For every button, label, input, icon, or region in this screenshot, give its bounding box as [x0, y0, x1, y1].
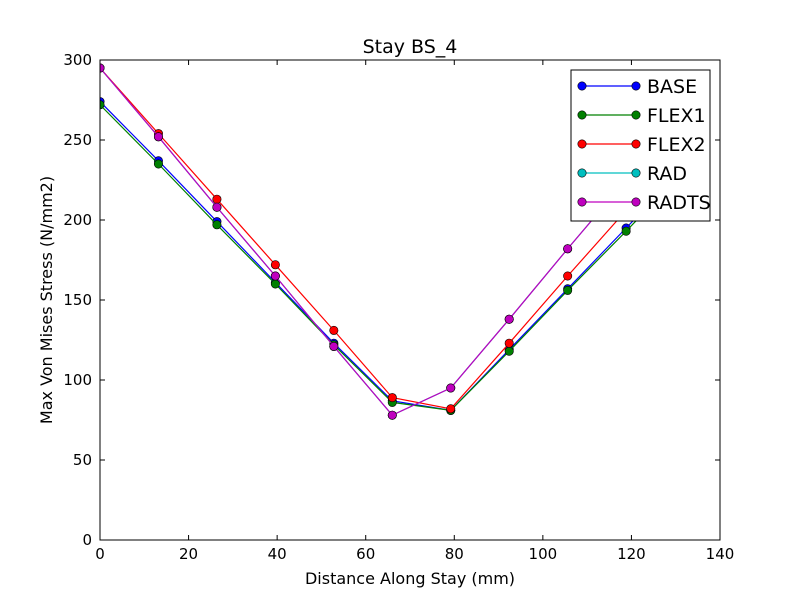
data-point-flex2 [329, 325, 339, 335]
data-point-flex1 [621, 226, 631, 236]
data-point-flex1 [504, 346, 514, 356]
data-point-flex1 [563, 285, 573, 295]
y-tick-label: 200 [63, 211, 92, 229]
data-point-flex2 [504, 338, 514, 348]
data-point-flex2 [563, 271, 573, 281]
legend-marker [631, 110, 641, 120]
data-point-flex1 [270, 279, 280, 289]
chart-title: Stay BS_4 [363, 36, 458, 58]
data-point-radts [212, 202, 222, 212]
data-point-flex2 [212, 194, 222, 204]
x-tick-label: 20 [179, 545, 198, 563]
data-point-radts [446, 383, 456, 393]
legend-label-radts: RADTS [647, 192, 711, 214]
data-point-flex2 [387, 393, 397, 403]
data-point-radts [504, 314, 514, 324]
legend-marker [577, 110, 587, 120]
data-point-radts [387, 410, 397, 420]
data-point-flex1 [212, 220, 222, 230]
legend-marker [577, 81, 587, 91]
data-point-radts [563, 244, 573, 254]
axis-ticks: 0 20 40 60 80 100 120 140 0 50 100 150 200 250 300 [63, 51, 734, 563]
y-tick-label: 0 [82, 531, 92, 549]
y-tick-label: 100 [63, 371, 92, 389]
x-axis-label: Distance Along Stay (mm) [305, 569, 515, 588]
x-tick-label: 40 [268, 545, 287, 563]
x-tick-label: 80 [445, 545, 464, 563]
x-tick-label: 60 [356, 545, 375, 563]
x-tick-label: 100 [529, 545, 558, 563]
legend-marker [577, 197, 587, 207]
data-point-flex2 [446, 404, 456, 414]
y-axis-label: Max Von Mises Stress (N/mm2) [37, 176, 56, 424]
legend-label-flex1: FLEX1 [647, 105, 706, 127]
legend-marker [631, 81, 641, 91]
legend-marker [631, 168, 641, 178]
legend-box [570, 69, 711, 222]
y-tick-label: 250 [63, 131, 92, 149]
x-tick-label: 140 [706, 545, 735, 563]
data-point-radts [329, 341, 339, 351]
x-tick-label: 0 [95, 545, 105, 563]
x-tick-label: 120 [617, 545, 646, 563]
data-point-radts [270, 271, 280, 281]
y-tick-label: 150 [63, 291, 92, 309]
legend-label-rad: RAD [647, 163, 687, 185]
legend-marker [577, 139, 587, 149]
data-point-flex2 [270, 260, 280, 270]
legend-marker [631, 197, 641, 207]
legend: BASE FLEX1 FLEX2 RAD RADTS [570, 69, 711, 222]
legend-label-base: BASE [647, 76, 697, 98]
legend-marker [631, 139, 641, 149]
legend-label-flex2: FLEX2 [647, 134, 706, 156]
y-tick-label: 300 [63, 51, 92, 69]
data-point-flex1 [153, 159, 163, 169]
y-tick-label: 50 [73, 451, 92, 469]
legend-marker [577, 168, 587, 178]
data-point-radts [153, 132, 163, 142]
